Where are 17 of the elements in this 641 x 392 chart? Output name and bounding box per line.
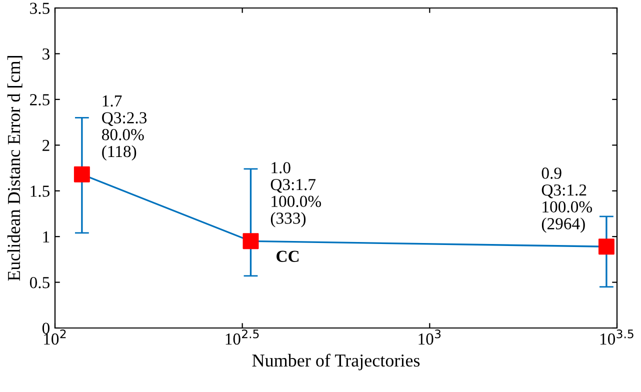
annotation: 1.0 Q3:1.7 100.0% (333) (270, 162, 321, 228)
x-axis-title: Number of Trajectories (252, 354, 420, 370)
annotation: 1.7 Q3:2.3 80.0% (118) (102, 95, 147, 161)
annotation: 0.9 Q3:1.2 100.0% (2964) (542, 168, 592, 233)
y-tick-label: 3 (42, 48, 50, 60)
annotation: CC (276, 250, 299, 262)
x-tick-label: 10$^{2.5}$ (226, 329, 259, 345)
x-tick-label: 10$^{3.5}$ (600, 329, 634, 345)
y-tick-label: 1 (43, 231, 50, 242)
y-axis-title: Euclidean Distanc Error d [cm] (7, 56, 22, 281)
x-tick-label: 10$^{3}$ (418, 329, 441, 345)
y-tick-label: 2 (42, 140, 50, 151)
y-tick-label: 2.5 (30, 94, 50, 106)
y-tick-label: 1.5 (30, 186, 50, 197)
y-tick-label: 0 (42, 322, 50, 334)
y-tick-label: 3.5 (30, 2, 50, 14)
y-tick-label: 0.5 (30, 276, 50, 288)
